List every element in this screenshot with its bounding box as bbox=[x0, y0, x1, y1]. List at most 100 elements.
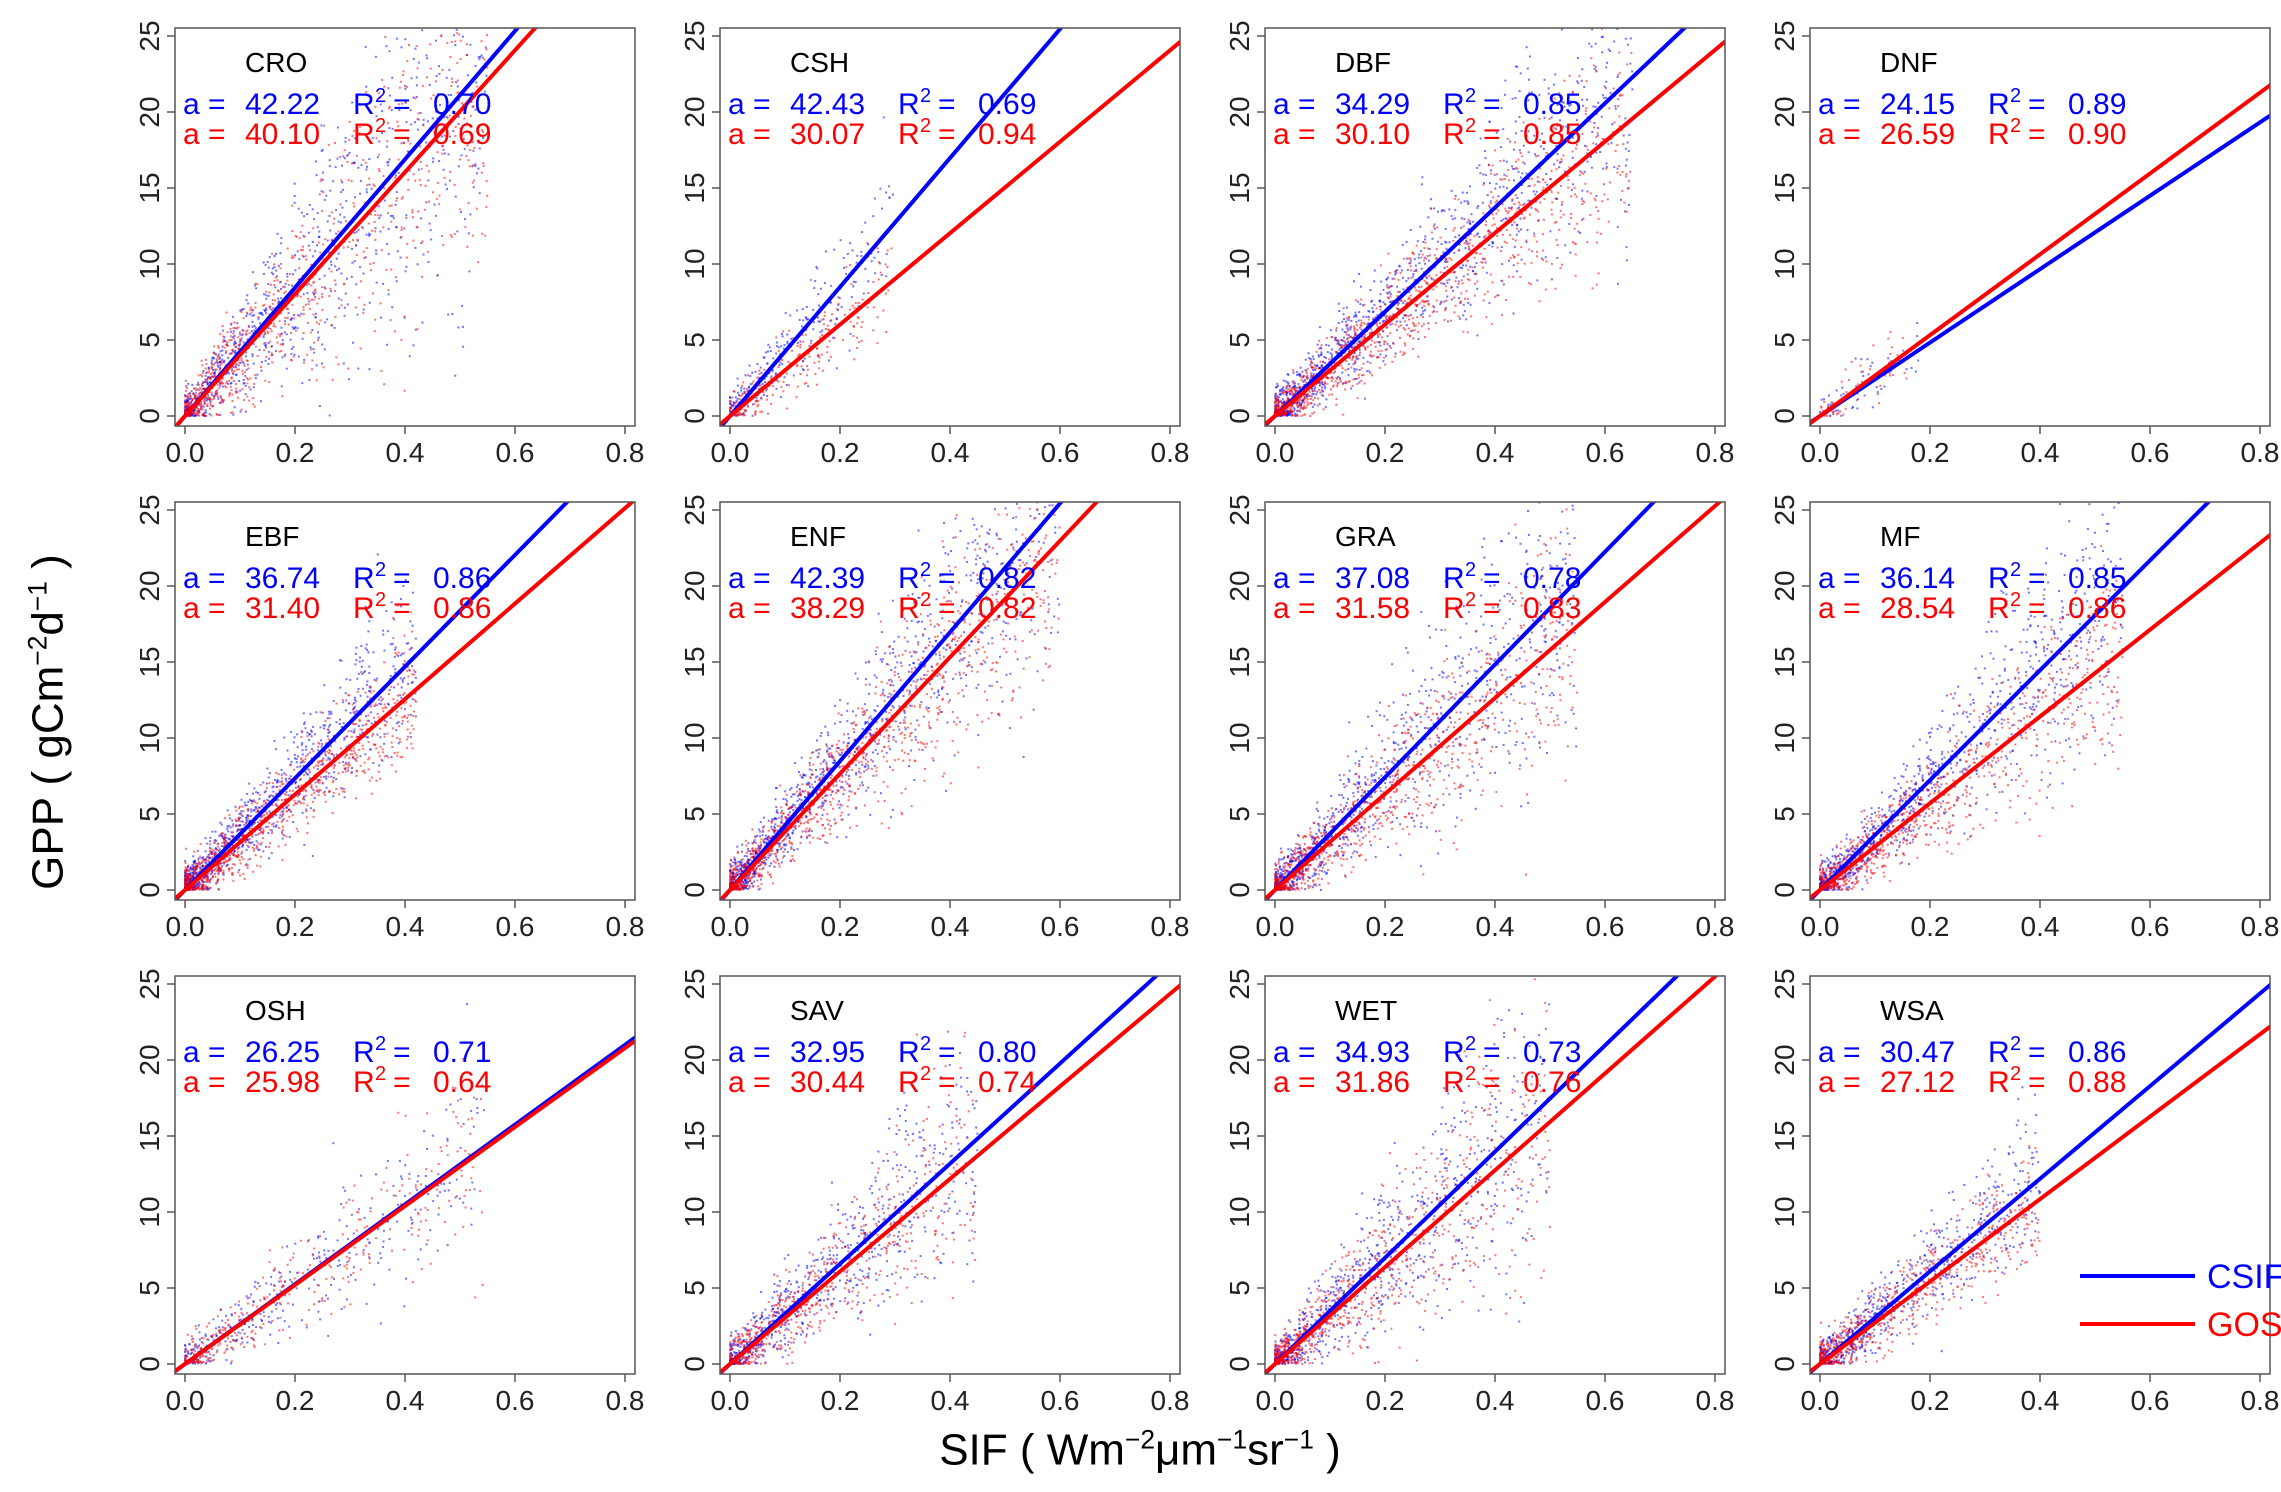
regression-line-csif bbox=[1810, 113, 2270, 426]
x-tick-label: 0.2 bbox=[821, 1385, 860, 1416]
y-tick-label: 15 bbox=[134, 1120, 165, 1151]
y-tick-label: 10 bbox=[1224, 248, 1255, 279]
x-tick-label: 0.2 bbox=[276, 1385, 315, 1416]
y-tick-label: 10 bbox=[134, 248, 165, 279]
x-tick-label: 0.6 bbox=[1041, 911, 1080, 942]
x-tick-label: 0.8 bbox=[606, 437, 645, 468]
y-tick-label: 20 bbox=[134, 96, 165, 127]
regression-line-gosif bbox=[1265, 976, 1719, 1374]
x-tick-label: 0.8 bbox=[606, 911, 645, 942]
plot-area bbox=[1265, 976, 1719, 1374]
x-tick-label: 0.4 bbox=[2021, 1385, 2060, 1416]
y-tick-label: 0 bbox=[1224, 408, 1255, 424]
y-tick-label: 15 bbox=[1769, 1120, 1800, 1151]
x-tick-label: 0.2 bbox=[821, 437, 860, 468]
panel-cro: 0 5 10 15 20 25 0.0 0.2 0.4 0.6 0.8 CRO a = 42.22 R2 = 0… bbox=[134, 20, 645, 468]
x-tick-label: 0.0 bbox=[711, 911, 750, 942]
scatter-csif bbox=[1819, 502, 2124, 891]
panel-title: OSH bbox=[245, 995, 306, 1026]
panel-title: ENF bbox=[790, 521, 846, 552]
scatter-gosif bbox=[1819, 545, 2124, 891]
x-tick-label: 0.6 bbox=[2131, 911, 2170, 942]
panel-title: MF bbox=[1880, 521, 1920, 552]
x-tick-label: 0.4 bbox=[1476, 911, 1515, 942]
x-tick-label: 0.2 bbox=[1911, 1385, 1950, 1416]
x-tick-label: 0.4 bbox=[386, 911, 425, 942]
y-tick-label: 25 bbox=[1224, 20, 1255, 51]
x-tick-label: 0.8 bbox=[1151, 911, 1190, 942]
x-tick-label: 0.0 bbox=[711, 1385, 750, 1416]
x-tick-label: 0.6 bbox=[496, 437, 535, 468]
y-tick-label: 15 bbox=[134, 646, 165, 677]
y-tick-label: 0 bbox=[679, 1356, 710, 1372]
y-tick-label: 25 bbox=[1769, 968, 1800, 999]
x-tick-label: 0.4 bbox=[1476, 1385, 1515, 1416]
x-tick-label: 0.8 bbox=[2241, 1385, 2280, 1416]
panel-enf: 0 5 10 15 20 25 0.0 0.2 0.4 0.6 0.8 ENF a = 42.39 R2 = 0… bbox=[679, 494, 1190, 942]
y-tick-label: 0 bbox=[1769, 1356, 1800, 1372]
y-tick-label: 5 bbox=[1769, 806, 1800, 822]
x-tick-label: 0.2 bbox=[1366, 911, 1405, 942]
x-tick-label: 0.0 bbox=[1256, 437, 1295, 468]
regression-line-gosif bbox=[720, 39, 1180, 426]
regression-line-gosif bbox=[1810, 532, 2270, 900]
y-tick-label: 15 bbox=[679, 1120, 710, 1151]
y-tick-label: 25 bbox=[679, 494, 710, 525]
x-tick-label: 0.2 bbox=[1911, 437, 1950, 468]
y-tick-label: 10 bbox=[679, 1196, 710, 1227]
y-tick-label: 5 bbox=[1769, 332, 1800, 348]
scatter-csif bbox=[1274, 502, 1578, 891]
x-tick-label: 0.8 bbox=[1696, 437, 1735, 468]
panel-title: DNF bbox=[1880, 47, 1938, 78]
x-tick-label: 0.6 bbox=[496, 1385, 535, 1416]
y-tick-label: 0 bbox=[1769, 882, 1800, 898]
y-tick-label: 25 bbox=[679, 968, 710, 999]
y-tick-label: 20 bbox=[1769, 1044, 1800, 1075]
x-tick-label: 0.8 bbox=[1151, 437, 1190, 468]
stats-gosif: a = 30.10 R2 = 0.85 bbox=[1273, 115, 1581, 151]
regression-line-csif bbox=[1810, 502, 2212, 900]
x-tick-label: 0.0 bbox=[1801, 437, 1840, 468]
scatter-gosif bbox=[1274, 28, 1633, 417]
y-tick-label: 10 bbox=[679, 248, 710, 279]
regression-line-gosif bbox=[175, 1038, 635, 1374]
stats-csif: a = 36.14 R2 = 0.85 bbox=[1818, 559, 2126, 595]
y-tick-label: 5 bbox=[679, 332, 710, 348]
y-tick-label: 15 bbox=[1224, 646, 1255, 677]
scatter-gosif bbox=[184, 604, 417, 891]
x-tick-label: 0.0 bbox=[166, 437, 205, 468]
y-tick-label: 5 bbox=[134, 806, 165, 822]
stats-csif: a = 32.95 R2 = 0.80 bbox=[728, 1033, 1036, 1069]
legend-label-csif: CSIF bbox=[2207, 1258, 2281, 1296]
y-tick-label: 20 bbox=[1224, 96, 1255, 127]
regression-line-csif bbox=[1265, 976, 1680, 1374]
plot-area bbox=[1810, 982, 2270, 1374]
y-tick-label: 0 bbox=[1224, 1356, 1255, 1372]
panel-title: SAV bbox=[790, 995, 844, 1026]
x-tick-label: 0.6 bbox=[2131, 437, 2170, 468]
x-tick-label: 0.6 bbox=[1586, 1385, 1625, 1416]
scatter-gosif bbox=[1274, 978, 1551, 1365]
x-tick-label: 0.2 bbox=[1366, 1385, 1405, 1416]
regression-line-gosif bbox=[1810, 1024, 2270, 1374]
stats-csif: a = 34.93 R2 = 0.73 bbox=[1273, 1033, 1581, 1069]
x-tick-label: 0.2 bbox=[276, 437, 315, 468]
y-tick-label: 25 bbox=[1224, 494, 1255, 525]
legend-label-gosif: GOSIF bbox=[2207, 1306, 2281, 1344]
x-tick-label: 0.0 bbox=[166, 1385, 205, 1416]
y-tick-label: 10 bbox=[1224, 722, 1255, 753]
panel-dbf: 0 5 10 15 20 25 0.0 0.2 0.4 0.6 0.8 DBF a = 34.29 R2 = 0… bbox=[1224, 20, 1735, 468]
y-tick-label: 10 bbox=[1769, 248, 1800, 279]
y-tick-label: 0 bbox=[134, 408, 165, 424]
scatter-csif bbox=[1274, 28, 1634, 417]
stats-gosif: a = 31.58 R2 = 0.83 bbox=[1273, 589, 1581, 625]
y-tick-label: 10 bbox=[134, 722, 165, 753]
x-tick-label: 0.2 bbox=[821, 911, 860, 942]
y-tick-label: 15 bbox=[134, 172, 165, 203]
x-tick-label: 0.8 bbox=[606, 1385, 645, 1416]
panel-ebf: 0 5 10 15 20 25 0.0 0.2 0.4 0.6 0.8 EBF a = 36.74 R2 = 0… bbox=[134, 494, 644, 942]
regression-line-gosif bbox=[1810, 82, 2270, 426]
x-tick-label: 0.4 bbox=[931, 911, 970, 942]
